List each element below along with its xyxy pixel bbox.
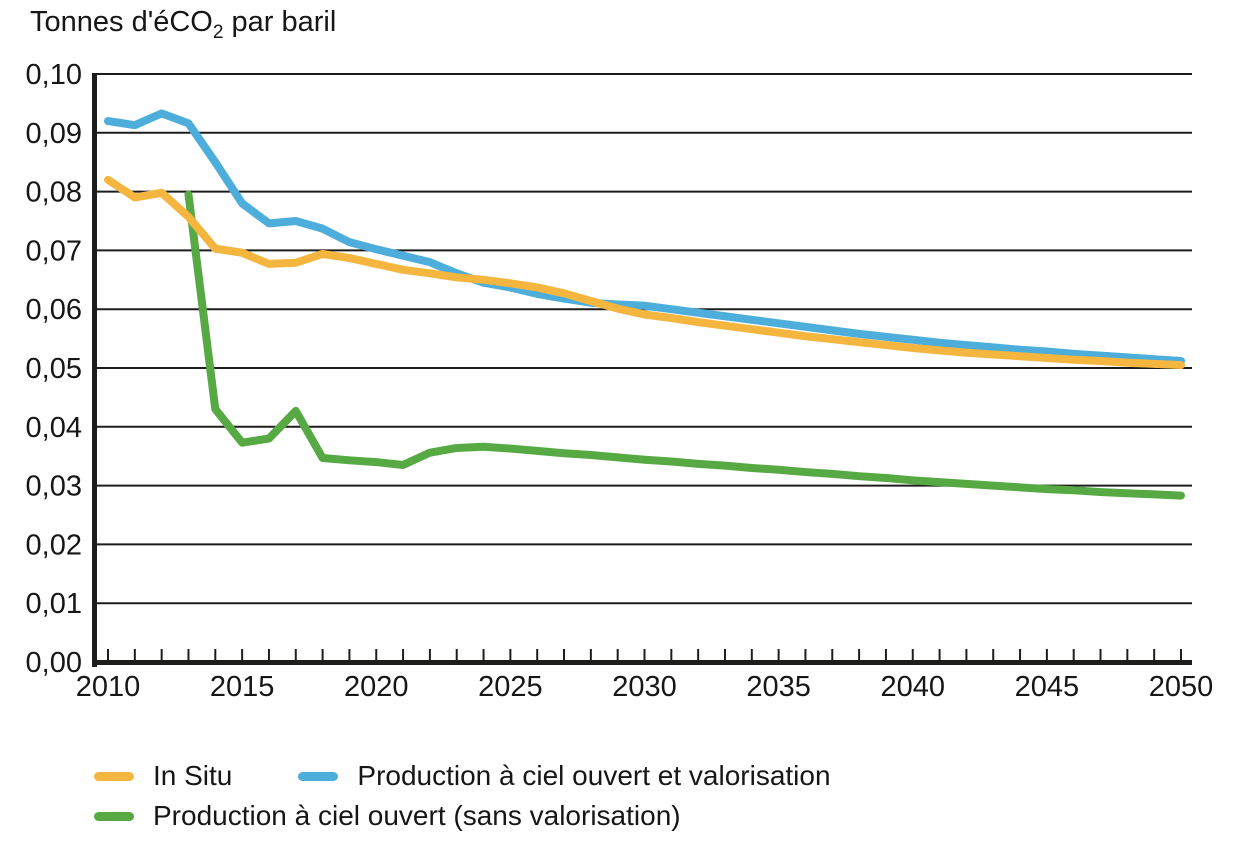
y-tick-label: 0,07 (26, 235, 82, 267)
chart-title: Tonnes d'éCO2 par baril (30, 6, 337, 42)
x-tick-label: 2040 (880, 671, 945, 703)
y-tick-label: 0,08 (26, 177, 82, 209)
ciel-ouvert-valorisation-line-swatch (298, 771, 339, 781)
x-tick-label: 2015 (210, 671, 275, 703)
y-tick-label: 0,09 (26, 118, 82, 150)
y-tick-label: 0,10 (26, 59, 82, 91)
legend-row: In Situ Production à ciel ouvert et valo… (94, 756, 897, 796)
legend-item-in-situ: In Situ (94, 760, 232, 792)
x-tick-label: 2020 (344, 671, 409, 703)
y-axis-line (92, 73, 97, 667)
chart-title-text: Tonnes d'éCO (30, 6, 213, 38)
chart-title-subscript: 2 (212, 21, 224, 43)
x-tick-label: 2035 (746, 671, 811, 703)
y-tick-label: 0,06 (26, 294, 82, 326)
x-tick-label: 2030 (612, 671, 677, 703)
x-tick-label: 2025 (478, 671, 543, 703)
series-line-1 (104, 109, 1185, 365)
legend-item-ciel-ouvert-valorisation: Production à ciel ouvert et valorisation (298, 760, 831, 792)
legend: In Situ Production à ciel ouvert et valo… (94, 756, 897, 836)
legend-label: In Situ (153, 760, 233, 791)
y-tick-label: 0,03 (26, 471, 82, 503)
ciel-ouvert-sans-valorisation-line-swatch (94, 811, 134, 821)
x-tick-label: 2045 (1015, 671, 1080, 703)
chart-title-rest: par baril (223, 6, 337, 38)
x-tick-label: 2050 (1149, 671, 1214, 703)
y-tick-label: 0,04 (26, 412, 82, 444)
y-tick-label: 0,02 (26, 529, 82, 561)
legend-label: Production à ciel ouvert et valorisation (357, 760, 831, 791)
legend-item-ciel-ouvert-sans-valorisation: Production à ciel ouvert (sans valorisat… (94, 800, 681, 832)
x-tick-label: 2010 (76, 671, 141, 703)
legend-label: Production à ciel ouvert (sans valorisat… (153, 800, 681, 831)
series-line-2 (184, 190, 1185, 500)
y-tick-label: 0,01 (26, 588, 82, 620)
series-line-0 (104, 175, 1185, 370)
in-situ-line-swatch (94, 771, 134, 781)
x-axis-line (92, 660, 1192, 665)
legend-row: Production à ciel ouvert (sans valorisat… (94, 796, 897, 836)
y-tick-label: 0,05 (26, 353, 82, 385)
y-tick-label: 0,00 (26, 647, 82, 679)
